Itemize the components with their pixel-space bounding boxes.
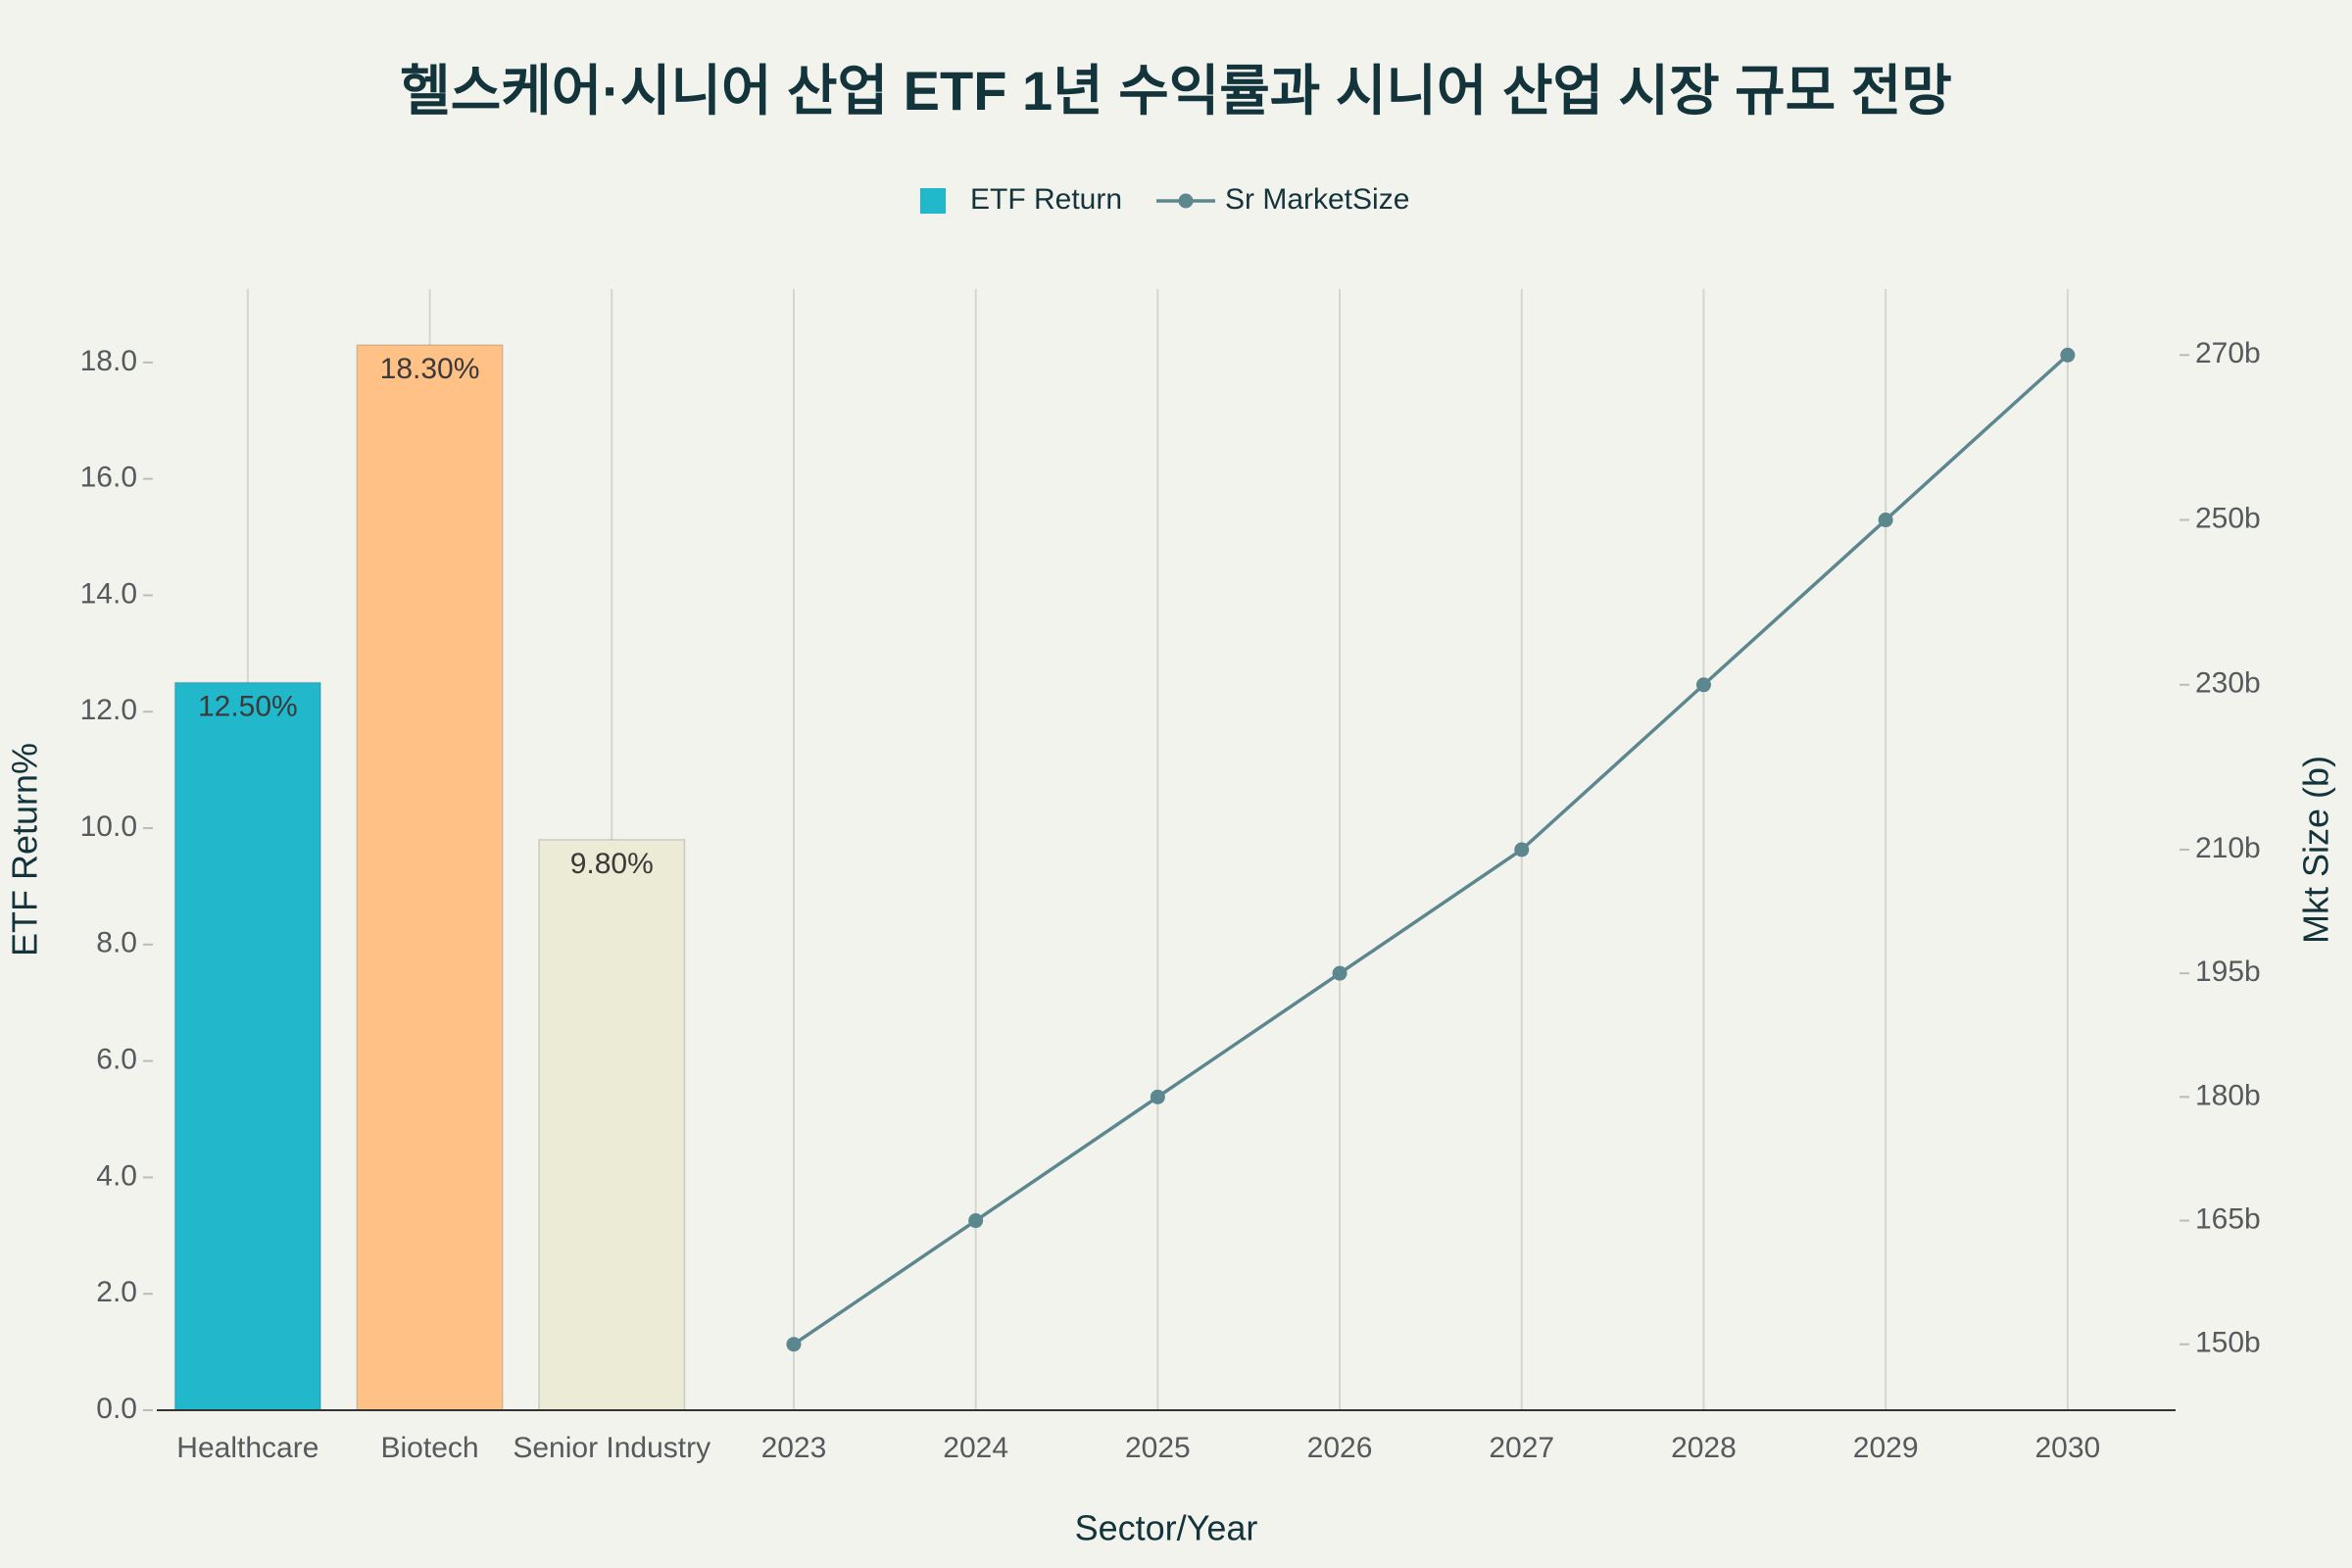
y-tick-label: 18.0 <box>80 345 137 377</box>
point <box>1878 513 1893 528</box>
point <box>786 1337 802 1352</box>
y-tick-label: 12.0 <box>80 694 137 726</box>
y-tick-label: 16.0 <box>80 462 137 494</box>
point <box>1332 965 1348 981</box>
x-tick-label: 2024 <box>943 1432 1008 1464</box>
legend-swatch <box>1178 193 1194 209</box>
point <box>1514 842 1530 858</box>
y2-tick-label: 210b <box>2195 832 2261 864</box>
legend-label: ETF Return <box>970 183 1122 216</box>
y2-axis-title: Mkt Size (b) <box>2296 756 2336 944</box>
line <box>792 353 2070 1347</box>
data-label: 18.30% <box>380 353 480 385</box>
x-tick-label: 2029 <box>1853 1432 1919 1464</box>
y2-tick-label: 270b <box>2195 337 2261 369</box>
point <box>1695 677 1711 693</box>
chart-title: 헬스케어·시니어 산업 ETF 1년 수익률과 시니어 산업 시장 규모 전망 <box>400 60 1952 122</box>
x-tick-label: Senior Industry <box>513 1432 710 1464</box>
x-tick-label: 2028 <box>1671 1432 1737 1464</box>
x-tick-label: Biotech <box>381 1432 479 1464</box>
x-tick-label: 2027 <box>1489 1432 1554 1464</box>
x-tick-label: 2030 <box>2034 1432 2100 1464</box>
y-tick-label: 14.0 <box>80 577 137 610</box>
legend-swatch <box>920 188 946 214</box>
y-tick-label: 4.0 <box>96 1159 137 1192</box>
point <box>968 1213 984 1229</box>
y-tick-label: 2.0 <box>96 1276 137 1308</box>
y2-tick-label: 230b <box>2195 667 2261 700</box>
y2-tick-label: 180b <box>2195 1079 2261 1111</box>
point <box>1150 1089 1165 1104</box>
bar <box>538 839 686 1411</box>
y2-tick-label: 165b <box>2195 1202 2261 1235</box>
y2-tick-label: 150b <box>2195 1327 2261 1359</box>
y2-tick-label: 250b <box>2195 502 2261 534</box>
bar <box>356 344 504 1411</box>
bar <box>173 681 321 1411</box>
point <box>2060 347 2076 363</box>
y-tick-label: 6.0 <box>96 1044 137 1076</box>
legend-label: Sr MarketSize <box>1225 183 1409 216</box>
x-tick-label: 2023 <box>761 1432 827 1464</box>
y-tick-label: 10.0 <box>80 810 137 843</box>
data-label: 12.50% <box>198 690 298 722</box>
x-tick-label: 2026 <box>1307 1432 1373 1464</box>
y-tick-label: 0.0 <box>96 1393 137 1425</box>
y-axis-title: ETF Return% <box>5 743 45 956</box>
data-label: 9.80% <box>570 848 654 880</box>
y2-tick-label: 195b <box>2195 956 2261 988</box>
x-tick-label: Healthcare <box>176 1432 318 1464</box>
x-tick-label: 2025 <box>1125 1432 1191 1464</box>
x-axis-title: Sector/Year <box>1075 1508 1258 1548</box>
y-tick-label: 8.0 <box>96 927 137 959</box>
